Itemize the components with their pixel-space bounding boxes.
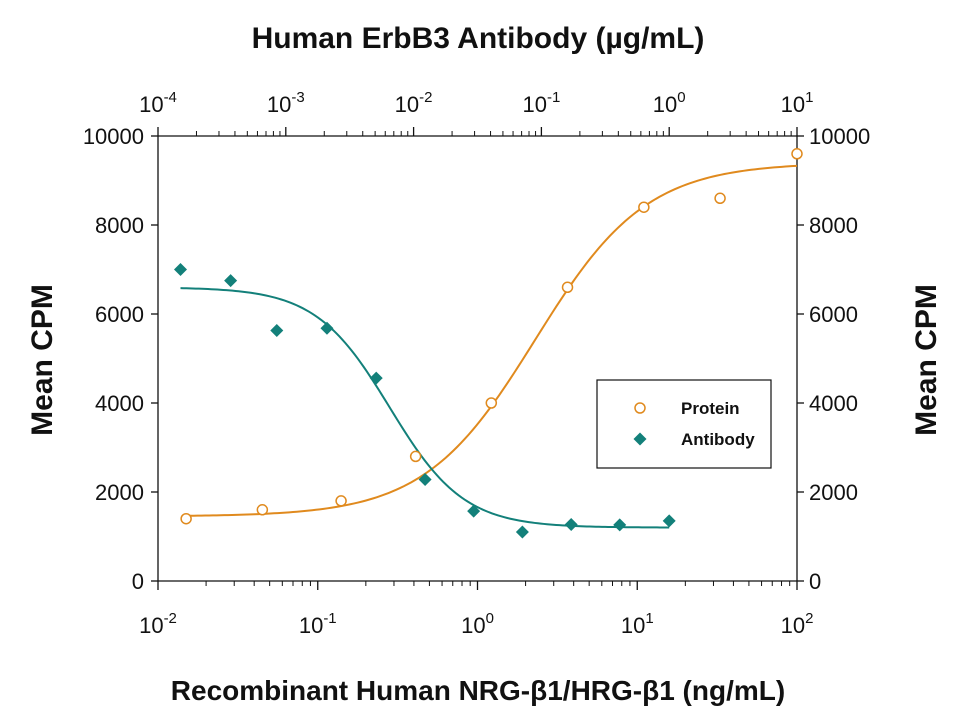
antibody-point bbox=[467, 504, 481, 518]
antibody-point bbox=[174, 263, 188, 276]
chart-title: Human ErbB3 Antibody (µg/mL) bbox=[252, 22, 705, 55]
top-x-tick-label: 10-4 bbox=[139, 89, 177, 117]
antibody-point bbox=[320, 321, 334, 335]
antibody-point bbox=[270, 323, 284, 337]
y-axis-label-right: Mean CPM bbox=[910, 284, 943, 436]
y-tick-label-right: 6000 bbox=[809, 302, 858, 327]
y-tick-label-left: 10000 bbox=[83, 124, 144, 149]
protein-point bbox=[791, 148, 803, 160]
legend-label: Antibody bbox=[681, 430, 755, 449]
legend-marker-protein bbox=[634, 402, 646, 414]
y-tick-label-right: 2000 bbox=[809, 480, 858, 505]
legend-box bbox=[596, 379, 772, 469]
y-tick-label-right: 8000 bbox=[809, 213, 858, 238]
legend: Protein Antibody bbox=[596, 379, 772, 469]
data-points bbox=[174, 148, 803, 539]
y-tick-label-right: 10000 bbox=[809, 124, 870, 149]
legend-label: Protein bbox=[681, 399, 740, 418]
top-x-tick-label: 100 bbox=[653, 89, 686, 117]
bottom-x-tick-label: 10-2 bbox=[139, 610, 177, 638]
antibody-point bbox=[613, 518, 627, 532]
y-tick-label-left: 2000 bbox=[95, 480, 144, 505]
bottom-x-tick-label: 102 bbox=[781, 610, 814, 638]
y-tick-label-left: 0 bbox=[132, 569, 144, 594]
x-axis-label: Recombinant Human NRG-β1/HRG-β1 (ng/mL) bbox=[171, 675, 785, 706]
bottom-x-tick-label: 101 bbox=[621, 610, 654, 638]
axes: 0 0 2000 2000 4000 4000 6000 6000 8000 8000 10000 1… bbox=[83, 89, 870, 638]
antibody-point bbox=[564, 517, 578, 531]
protein-point bbox=[256, 504, 269, 516]
protein-point bbox=[180, 512, 192, 525]
top-x-tick-label: 101 bbox=[781, 89, 814, 117]
protein-point bbox=[714, 192, 726, 205]
top-x-tick-label: 10-1 bbox=[522, 89, 560, 117]
antibody-point bbox=[369, 371, 383, 385]
antibody-point bbox=[418, 473, 432, 487]
protein-point bbox=[409, 450, 422, 463]
antibody-point bbox=[662, 514, 676, 528]
antibody-point bbox=[515, 525, 529, 539]
legend-marker-antibody bbox=[633, 432, 647, 446]
y-axis-label-left: Mean CPM bbox=[26, 284, 59, 436]
fit-curves bbox=[180, 164, 798, 529]
bottom-x-tick-label: 10-1 bbox=[299, 610, 337, 638]
y-tick-label-right: 0 bbox=[809, 569, 821, 594]
antibody-point bbox=[224, 274, 238, 288]
protein-point bbox=[335, 495, 347, 507]
protein-point bbox=[561, 281, 574, 294]
fit-curve-antibody bbox=[180, 287, 670, 529]
top-x-tick-label: 10-2 bbox=[395, 89, 433, 117]
y-tick-label-left: 6000 bbox=[95, 302, 144, 327]
protein-point bbox=[485, 397, 498, 409]
bottom-x-tick-label: 100 bbox=[461, 610, 494, 638]
y-tick-label-right: 4000 bbox=[809, 391, 858, 416]
y-tick-label-left: 4000 bbox=[95, 391, 144, 416]
y-tick-label-left: 8000 bbox=[95, 213, 144, 238]
top-x-tick-label: 10-3 bbox=[267, 89, 305, 117]
protein-point bbox=[638, 201, 650, 213]
